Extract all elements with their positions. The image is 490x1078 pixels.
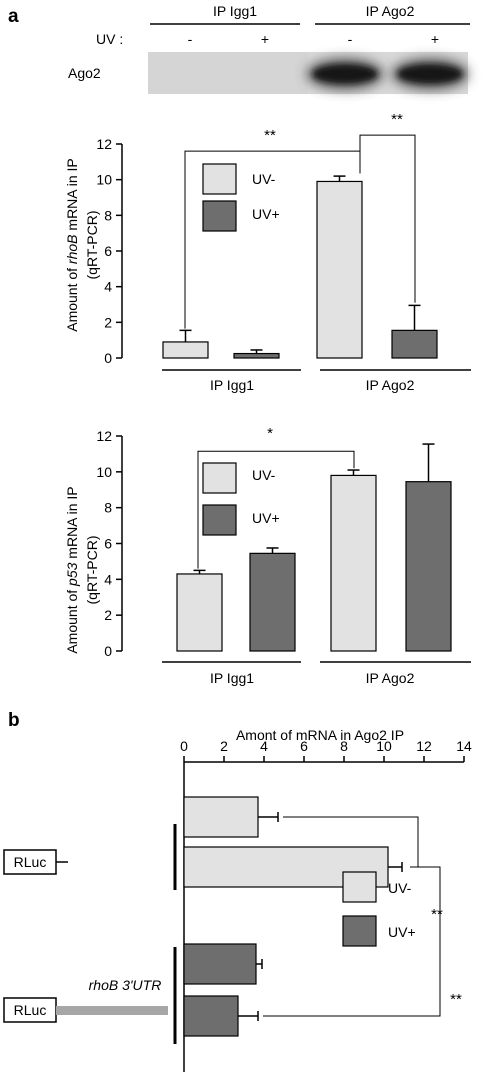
chart-p53-y-tick-label: 6 [104, 536, 112, 552]
chart-rhob-y-tick-label: 0 [104, 350, 112, 366]
chart-ago2-sig-bracket-2 [263, 866, 441, 1017]
chart-rhob-ylabel: Amount of rhoB mRNA in IP [64, 158, 80, 332]
construct-rhob-utr-label: rhoB 3'UTR [89, 977, 162, 993]
chart-rhob-legend-label-2: UV+ [252, 206, 280, 222]
chart-rhob-legend-label-1: UV- [252, 171, 276, 187]
chart-rhob-bar [316, 180, 363, 359]
chart-p53-legend-label-2: UV+ [252, 510, 280, 526]
chart-rhob-bar [391, 329, 438, 359]
chart-p53-ylabel-line2: (qRT-PCR) [84, 536, 100, 605]
chart-p53-group-label-1: IP Igg1 [210, 670, 254, 686]
chart-rhob-sig-label-1: ** [264, 127, 276, 144]
chart-p53-ylabel: Amount of p53 mRNA in IP [64, 486, 80, 653]
chart-ago2-xlabel: Amont of mRNA in Ago2 IP [236, 727, 404, 743]
panel-b-label: b [8, 710, 20, 731]
chart-ago2-legend-label-2: UV+ [388, 924, 416, 940]
construct-rhob-utr-bar [56, 1006, 168, 1015]
chart-p53-group-label-2: IP Ago2 [366, 670, 415, 686]
chart-ago2-bar [183, 796, 259, 838]
panel-a-label: a [8, 6, 19, 27]
blot-uv-mark-2: + [261, 31, 269, 47]
chart-rhob-ylabel-gene: rhoB [64, 234, 80, 264]
blot-protein-label: Ago2 [68, 65, 101, 81]
chart-ago2-legend-swatch-2 [342, 915, 377, 947]
chart-ago2-x-tick-label: 0 [180, 738, 188, 754]
chart-rhob-ylabel-suffix: mRNA in IP [64, 158, 80, 234]
chart-ago2-x-tick-label: 12 [416, 738, 432, 754]
chart-rhob-y-tick-label: 10 [96, 172, 112, 188]
chart-p53-y-tick-label: 0 [104, 643, 112, 659]
construct-rluc-rhob-label: RLuc [14, 1002, 47, 1018]
chart-rhob-y-tick-label: 2 [104, 314, 112, 330]
chart-ago2-x-tick-label: 14 [456, 738, 472, 754]
chart-ago2-legend-label-1: UV- [388, 880, 412, 896]
blot-uv-mark-4: + [431, 31, 439, 47]
chart-ago2-x-tick-label: 4 [260, 738, 268, 754]
chart-ago2-x-tick-label: 2 [220, 738, 228, 754]
chart-rhob-y-tick-label: 8 [104, 207, 112, 223]
chart-p53-bar [176, 573, 223, 652]
chart-ago2-legend-swatch-1 [342, 871, 377, 903]
chart-p53-y-tick-label: 12 [96, 428, 112, 444]
chart-p53-y-tick-label: 8 [104, 500, 112, 516]
chart-rhob-y-tick-label: 4 [104, 279, 112, 295]
chart-p53: Amount of p53 mRNA in IP (qRT-PCR) IP Ig… [64, 425, 471, 686]
chart-ago2-bar [183, 995, 239, 1037]
chart-rhob-bar [233, 352, 280, 359]
chart-rhob-sig-label-2: ** [391, 111, 403, 128]
blot-group-igg1-label: IP Igg1 [213, 3, 257, 19]
chart-p53-bar [405, 481, 452, 652]
blot-uv-mark-3: - [348, 31, 353, 47]
chart-rhob-legend-swatch-2 [202, 200, 237, 232]
construct-rluc-label: RLuc [14, 854, 47, 870]
chart-rhob-group-label-2: IP Ago2 [366, 377, 415, 393]
blot-uv-label: UV : [96, 31, 123, 47]
chart-rhob-legend-swatch-1 [202, 163, 237, 195]
chart-ago2-x-tick-label: 8 [340, 738, 348, 754]
chart-p53-bar [249, 552, 296, 652]
chart-rhob-y-tick-label: 12 [96, 136, 112, 152]
chart-ago2-ip: Amont of mRNA in Ago2 IP RLuc RLuc rhoB … [3, 727, 472, 1072]
chart-p53-legend-swatch-2 [202, 504, 237, 536]
chart-p53-sig-label-1: * [267, 425, 273, 442]
construct-rluc-box [3, 849, 57, 875]
chart-rhob-bar [162, 341, 209, 359]
blot-group-ago2-label: IP Ago2 [366, 3, 415, 19]
chart-p53-y-tick-label: 4 [104, 571, 112, 587]
chart-ago2-bar [183, 943, 257, 985]
chart-rhob-y-tick-label: 6 [104, 243, 112, 259]
chart-p53-y-tick-label: 10 [96, 464, 112, 480]
chart-p53-ylabel-prefix: Amount of [64, 586, 80, 654]
chart-p53-ylabel-gene: p53 [64, 562, 80, 587]
chart-p53-legend-swatch-1 [202, 462, 237, 494]
construct-rluc-rhob-box [3, 997, 57, 1023]
chart-p53-bar [330, 474, 377, 652]
chart-ago2-sig-label-1: ** [431, 906, 443, 923]
chart-ago2-x-tick-label: 6 [300, 738, 308, 754]
chart-p53-ylabel-suffix: mRNA in IP [64, 486, 80, 562]
chart-rhob-ylabel-prefix: Amount of [64, 264, 80, 332]
blot-uv-mark-1: - [188, 31, 193, 47]
chart-p53-y-tick-label: 2 [104, 607, 112, 623]
chart-rhob-group-label-1: IP Igg1 [210, 377, 254, 393]
chart-ago2-sig-label-2: ** [450, 991, 462, 1008]
chart-p53-legend-label-1: UV- [252, 467, 276, 483]
chart-rhob-ylabel-line2: (qRT-PCR) [84, 211, 100, 280]
western-blot-image [148, 52, 468, 94]
chart-rhob-sig-bracket-2 [359, 134, 416, 303]
chart-rhob: Amount of rhoB mRNA in IP (qRT-PCR) IP I… [64, 111, 471, 393]
chart-ago2-x-tick-label: 10 [376, 738, 392, 754]
chart-p53-sig-bracket-1 [197, 450, 355, 569]
